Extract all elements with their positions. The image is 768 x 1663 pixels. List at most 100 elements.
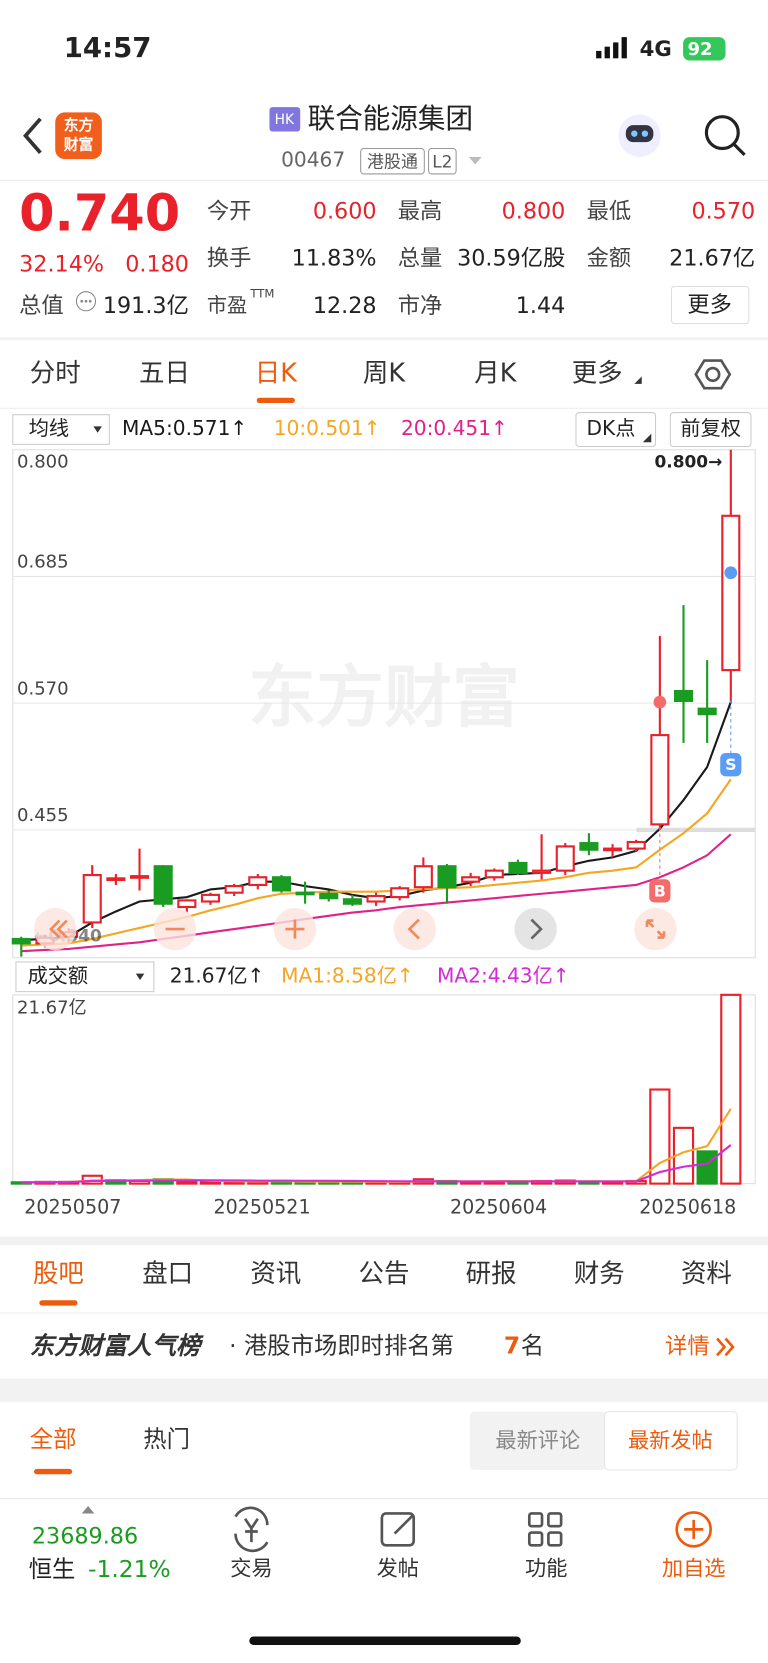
control-icon (407, 918, 420, 940)
divider (0, 1236, 768, 1246)
tab[interactable]: 月K (474, 358, 517, 388)
back-button[interactable] (23, 117, 42, 154)
volume-ma-line (21, 1144, 732, 1184)
tab-underline (256, 397, 295, 404)
volume-bar (720, 993, 742, 1185)
candle-body (579, 842, 599, 851)
more-button[interactable] (670, 285, 750, 325)
candle-body (390, 887, 410, 899)
y-tick-label: 21.67亿 (17, 998, 87, 1019)
stat-value: 1.44 (516, 293, 566, 319)
divider (0, 337, 768, 341)
candle-body (224, 885, 244, 894)
indicator: 均线 (29, 416, 69, 440)
x-tick-label: 20250604 (450, 1196, 547, 1219)
x-tick-label: 20250618 (639, 1196, 736, 1219)
volume-select[interactable] (15, 961, 155, 993)
legend-entry: MA1:8.58亿↑ (281, 963, 414, 987)
tab[interactable]: 资料 (681, 1259, 732, 1289)
stat-label: 金额 (587, 245, 632, 271)
x-tick-label: 20250507 (24, 1196, 121, 1219)
stat-value: 191.3亿 (103, 293, 189, 319)
candle-body (508, 861, 528, 874)
tab[interactable]: 股吧 (33, 1259, 84, 1289)
candle-body (532, 869, 552, 874)
control-icon (530, 918, 543, 940)
ranking-text: · 港股市场即时排名第 (229, 1331, 454, 1359)
home-indicator (249, 1636, 521, 1645)
candle-body (153, 865, 173, 905)
indicator-select[interactable] (12, 414, 110, 445)
stat-value: 0.600 (313, 199, 377, 225)
info-icon[interactable] (75, 291, 97, 312)
stat-label: 换手 (207, 245, 252, 271)
index-change: -1.21% (88, 1555, 171, 1583)
dropdown-arrow[interactable] (468, 156, 482, 165)
change: 0.180 (125, 252, 189, 278)
search-icon[interactable] (704, 115, 746, 156)
tab[interactable]: 资讯 (250, 1259, 301, 1289)
control-icon (49, 919, 68, 939)
control-button[interactable] (514, 907, 557, 951)
settings-icon[interactable] (694, 359, 732, 390)
tab[interactable]: 研报 (466, 1259, 517, 1289)
control-button[interactable] (34, 907, 77, 951)
adjust-text: 前复权 (680, 416, 740, 440)
assistant-icon[interactable] (618, 114, 661, 157)
tab[interactable]: 盘口 (142, 1259, 193, 1289)
candle-body (177, 899, 197, 909)
candle-body (437, 865, 457, 889)
logo[interactable] (55, 112, 102, 160)
sort-button[interactable] (469, 1411, 606, 1470)
watermark: 东方财富 (248, 659, 519, 738)
stat-label: 总量 (398, 245, 443, 271)
y-tick-label: 0.570 (17, 678, 69, 699)
candle-body (129, 875, 150, 879)
candle-body (82, 873, 102, 924)
tab[interactable]: 更多 (572, 358, 623, 388)
nav-label[interactable]: 交易 (230, 1557, 272, 1582)
nav-label[interactable]: 功能 (525, 1557, 567, 1582)
control-icon (645, 919, 666, 939)
nav-label[interactable]: 发帖 (377, 1557, 419, 1582)
ranking-brand: 东方财富人气榜 (30, 1331, 204, 1360)
control-button[interactable] (634, 907, 677, 951)
volume-bar (176, 1180, 198, 1185)
tab[interactable]: 财务 (574, 1259, 625, 1289)
ma-line (21, 778, 732, 947)
control-button[interactable] (393, 907, 436, 951)
chart-controls (34, 907, 677, 951)
stat-label: 最高 (398, 199, 443, 225)
stat-value: 30.59亿股 (457, 245, 565, 271)
ma-line (21, 833, 732, 953)
candle-body (603, 847, 623, 852)
ranking-link[interactable]: 详情 (665, 1333, 710, 1359)
sort-text: 最新评论 (495, 1428, 580, 1453)
tab[interactable]: 全部 (30, 1425, 77, 1453)
sort-button[interactable] (604, 1411, 738, 1471)
candle-body (413, 865, 433, 889)
high-label: 0.800→ (654, 451, 722, 471)
signal-label: S (725, 755, 736, 774)
index-name: 恒生 (29, 1555, 76, 1583)
tab[interactable]: 五日 (139, 358, 190, 388)
tab[interactable]: 日K (255, 358, 298, 388)
nav-label[interactable]: 加自选 (662, 1557, 726, 1582)
stat-superscript: TTM (249, 286, 274, 300)
tab[interactable]: 分时 (30, 358, 81, 388)
candle-body (106, 877, 126, 882)
tab[interactable]: 周K (363, 358, 406, 388)
candle-body (271, 876, 291, 892)
y-tick-label: 0.455 (17, 805, 69, 826)
adjust-button[interactable] (669, 412, 752, 448)
status-time: 14:57 (64, 31, 152, 64)
volume-title: 成交额 (28, 963, 88, 987)
candle-body (295, 891, 315, 896)
post-icon (393, 1514, 414, 1535)
tab[interactable]: 公告 (359, 1259, 410, 1289)
battery (683, 37, 726, 61)
signal-button[interactable] (575, 412, 657, 448)
stat-value: 0.570 (691, 199, 755, 225)
tab[interactable]: 热门 (143, 1425, 190, 1453)
candle-body (366, 894, 386, 903)
